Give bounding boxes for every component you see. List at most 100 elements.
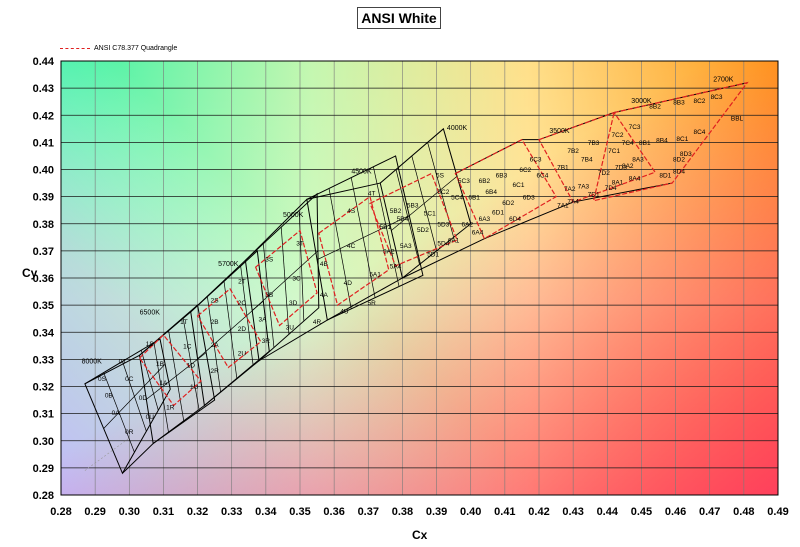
bin-label: 6B1: [468, 194, 480, 201]
ansi-boundary-line: [402, 182, 673, 279]
x-tick-label: 0.46: [665, 506, 686, 518]
bin-label: 4S: [347, 208, 356, 215]
legend-label: ANSI C78.377 Quadrangle: [94, 45, 178, 52]
y-tick-label: 0.31: [33, 409, 54, 421]
ansi-bin-subdivision: [251, 250, 319, 311]
bin-label: 1D: [187, 363, 196, 370]
bin-label: 2R: [210, 368, 219, 375]
bin-label: 2T: [238, 278, 246, 285]
y-tick-label: 0.42: [33, 110, 54, 122]
x-tick-label: 0.40: [460, 506, 481, 518]
bin-label: 6B2: [479, 178, 491, 185]
bin-label: 6B3: [496, 173, 508, 180]
ansi-bin-quadrangle: [306, 155, 424, 321]
bin-label: 5C3: [458, 178, 470, 185]
bin-label: 8C4: [694, 129, 706, 136]
bin-label: 3R: [262, 338, 271, 345]
ansi-bin-subdivision: [316, 215, 410, 261]
bin-label: 6A1: [448, 238, 460, 245]
bin-label: 0B: [105, 392, 113, 399]
ansi-boundary-line: [84, 182, 381, 385]
bin-label: 1A: [159, 380, 168, 387]
bin-label: 1S: [146, 341, 155, 348]
bin-label: 1B: [156, 361, 164, 368]
ansi-c78377-quadrangle: [254, 229, 318, 327]
bin-label: 3B: [265, 292, 273, 299]
x-tick-label: 0.44: [597, 506, 619, 518]
bin-label: 8D3: [680, 151, 692, 158]
bin-label: 1U: [190, 384, 199, 391]
x-tick-label: 0.49: [767, 506, 788, 518]
bin-label: 3D: [289, 300, 298, 307]
ansi-bin-subdivision: [146, 352, 207, 400]
bin-label: 8C1: [676, 136, 688, 143]
bin-label: BBL: [731, 116, 744, 123]
bin-label: 7C4: [622, 140, 634, 147]
bin-label: 7D4: [605, 185, 617, 192]
bin-label: 7A1: [557, 202, 569, 209]
bin-label: 7B3: [588, 140, 600, 147]
cct-label: 3000K: [631, 98, 652, 105]
bin-label: 7A4: [567, 198, 579, 205]
cct-label: 5700K: [218, 261, 239, 268]
x-tick-label: 0.30: [119, 506, 140, 518]
bin-label: 6B4: [485, 189, 497, 196]
bin-label: 1R: [166, 405, 175, 412]
chart-title: ANSI White: [357, 7, 441, 29]
x-tick-label: 0.29: [84, 506, 105, 518]
bin-label: 2A: [211, 342, 220, 349]
bin-label: 5B2: [390, 208, 402, 215]
bin-label: 3U: [286, 325, 295, 332]
bin-label: 2B: [211, 319, 219, 326]
y-tick-label: 0.36: [33, 273, 54, 285]
y-tick-label: 0.43: [33, 83, 54, 95]
bin-label: 5C4: [451, 194, 463, 201]
bin-label: 6D1: [492, 209, 504, 216]
bin-label: 7B2: [567, 148, 579, 155]
y-tick-label: 0.28: [33, 490, 54, 502]
y-tick-label: 0.37: [33, 246, 54, 258]
bin-label: 1T: [180, 319, 188, 326]
bin-label: 8A1: [612, 179, 624, 186]
bin-label: 6C3: [530, 156, 542, 163]
bin-label: 5D1: [427, 251, 439, 258]
x-tick-label: 0.39: [426, 506, 447, 518]
bin-label: 5S: [436, 173, 445, 180]
x-tick-label: 0.41: [494, 506, 515, 518]
cct-label: 6500K: [140, 310, 161, 317]
bin-label: 5A3: [400, 243, 412, 250]
cct-label: 2700K: [713, 76, 734, 83]
bin-label: 4B: [320, 261, 328, 268]
x-tick-label: 0.42: [528, 506, 549, 518]
y-tick-label: 0.38: [33, 219, 54, 231]
y-tick-label: 0.41: [33, 137, 54, 149]
bin-label: 8D4: [673, 169, 685, 176]
bin-label: 5B1: [380, 224, 392, 231]
ansi-c78377-quadrangle: [318, 195, 390, 307]
bin-label: 4R: [313, 319, 322, 326]
bin-label: 6D4: [509, 216, 521, 223]
x-tick-label: 0.32: [187, 506, 208, 518]
y-axis-title: Cy: [22, 266, 38, 280]
bin-label: 4D: [344, 280, 353, 287]
ansi-c78377-quadrangle: [592, 81, 749, 202]
bin-label: 8B4: [656, 137, 668, 144]
bin-label: 8B2: [649, 103, 661, 110]
bin-label: 4A: [320, 292, 329, 299]
ansi-bin-quadrangle: [138, 304, 216, 445]
bin-label: 3A: [258, 316, 267, 323]
bin-label: 6D3: [523, 194, 535, 201]
bin-label: 8D1: [659, 173, 671, 180]
bin-label: 7D3: [615, 165, 627, 172]
bin-label: 7D1: [588, 192, 600, 199]
ansi-c78377-quadrangle: [454, 138, 557, 240]
y-tick-label: 0.29: [33, 463, 54, 475]
bin-label: 5C2: [437, 189, 449, 196]
bin-label: 7D2: [598, 170, 610, 177]
bin-label: 7B4: [581, 156, 593, 163]
bin-label: 7C1: [608, 148, 620, 155]
bin-label: 0C: [125, 376, 134, 383]
y-tick-label: 0.44: [33, 56, 55, 68]
bin-label: 8A3: [632, 156, 644, 163]
